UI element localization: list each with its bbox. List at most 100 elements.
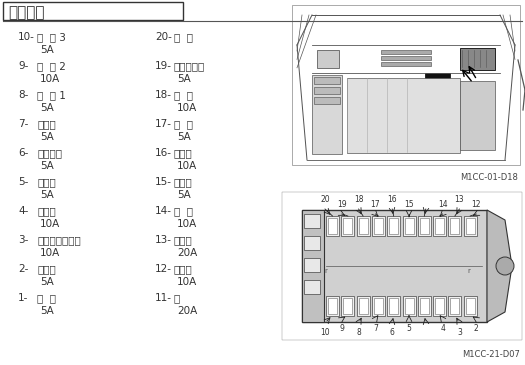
Text: 8-: 8- <box>18 90 28 100</box>
Bar <box>389 218 398 234</box>
Text: 5A: 5A <box>40 306 54 316</box>
Bar <box>404 218 414 234</box>
Polygon shape <box>487 210 512 322</box>
Text: 选  购 1: 选 购 1 <box>37 90 66 100</box>
Text: 开关盒: 开关盒 <box>37 177 56 187</box>
Text: 后  备: 后 备 <box>37 293 56 303</box>
Circle shape <box>496 257 514 275</box>
Bar <box>312 75 342 154</box>
Bar <box>304 214 320 228</box>
Text: 11-: 11- <box>155 293 172 303</box>
Bar <box>359 218 368 234</box>
Bar <box>381 56 431 60</box>
Text: 10-: 10- <box>18 32 35 42</box>
Bar <box>418 296 431 316</box>
Bar <box>450 218 459 234</box>
Text: 20A: 20A <box>177 248 197 258</box>
Text: 5A: 5A <box>40 277 54 287</box>
Text: 喇  叭: 喇 叭 <box>174 206 193 216</box>
Text: r: r <box>467 268 470 274</box>
Text: 6-: 6- <box>18 148 28 158</box>
Text: 5A: 5A <box>40 190 54 200</box>
Bar <box>356 216 370 236</box>
Bar <box>433 216 446 236</box>
Bar <box>466 298 475 314</box>
Bar <box>328 218 337 234</box>
Text: 10A: 10A <box>40 219 60 229</box>
Text: 5A: 5A <box>40 161 54 171</box>
Bar <box>302 210 324 322</box>
Text: 5A: 5A <box>40 45 54 55</box>
Bar <box>448 296 461 316</box>
Text: 15: 15 <box>404 200 414 209</box>
Text: 12: 12 <box>471 200 481 209</box>
Text: 2: 2 <box>474 324 479 333</box>
Bar <box>302 210 487 322</box>
Text: 5A: 5A <box>177 132 191 142</box>
Text: 17-: 17- <box>155 119 172 129</box>
Text: 4-: 4- <box>18 206 28 216</box>
Bar <box>389 298 398 314</box>
Text: 空调机: 空调机 <box>37 119 56 129</box>
Bar <box>403 216 415 236</box>
Text: 20: 20 <box>320 195 330 204</box>
Text: 8: 8 <box>356 328 361 337</box>
Bar <box>314 97 340 104</box>
Text: 7: 7 <box>373 324 378 333</box>
Text: 13-: 13- <box>155 235 172 245</box>
Text: 5-: 5- <box>18 177 28 187</box>
Text: 16-: 16- <box>155 148 172 158</box>
Text: 10A: 10A <box>177 161 197 171</box>
Text: 5A: 5A <box>177 74 191 84</box>
Text: 辉光继电器: 辉光继电器 <box>174 61 205 71</box>
Text: 16: 16 <box>387 195 397 204</box>
Text: 10: 10 <box>320 328 330 337</box>
Text: 备  用: 备 用 <box>174 32 193 42</box>
Text: 室  灯: 室 灯 <box>174 119 193 129</box>
Bar <box>460 48 495 70</box>
Text: 控制器: 控制器 <box>37 264 56 274</box>
Bar <box>343 298 352 314</box>
Text: 电源接通: 电源接通 <box>37 148 62 158</box>
Polygon shape <box>425 73 450 90</box>
Bar <box>341 296 354 316</box>
Text: 17: 17 <box>371 200 380 209</box>
Bar <box>282 192 522 340</box>
Bar <box>372 216 385 236</box>
Bar <box>317 50 339 68</box>
Bar <box>314 77 340 84</box>
Text: 电磁阀: 电磁阀 <box>37 206 56 216</box>
Bar <box>292 5 520 165</box>
Text: 7-: 7- <box>18 119 28 129</box>
Bar <box>381 62 431 66</box>
Text: 13: 13 <box>455 195 464 204</box>
Bar <box>341 216 354 236</box>
Bar <box>403 296 415 316</box>
Text: 发动机控制马达: 发动机控制马达 <box>37 235 81 245</box>
Bar <box>387 216 400 236</box>
Text: 10A: 10A <box>40 74 60 84</box>
Text: 刮水器: 刮水器 <box>174 264 193 274</box>
Text: 点烟器: 点烟器 <box>174 148 193 158</box>
Bar <box>374 298 383 314</box>
Text: 1-: 1- <box>18 293 28 303</box>
Bar <box>420 298 429 314</box>
Bar <box>304 236 320 250</box>
Bar <box>420 218 429 234</box>
Text: 14: 14 <box>438 200 447 209</box>
Text: 14-: 14- <box>155 206 172 216</box>
Bar <box>3 2 183 20</box>
Text: 15-: 15- <box>155 177 172 187</box>
Text: 5: 5 <box>406 324 412 333</box>
Bar <box>326 296 339 316</box>
Text: 12-: 12- <box>155 264 172 274</box>
Bar <box>328 298 337 314</box>
Bar <box>433 296 446 316</box>
Text: 2-: 2- <box>18 264 28 274</box>
Text: r: r <box>324 268 327 274</box>
Text: M1CC-01-D18: M1CC-01-D18 <box>460 173 518 182</box>
Text: M1CC-21-D07: M1CC-21-D07 <box>462 350 520 359</box>
Text: 10A: 10A <box>177 277 197 287</box>
Text: 19: 19 <box>337 200 346 209</box>
Bar <box>387 296 400 316</box>
